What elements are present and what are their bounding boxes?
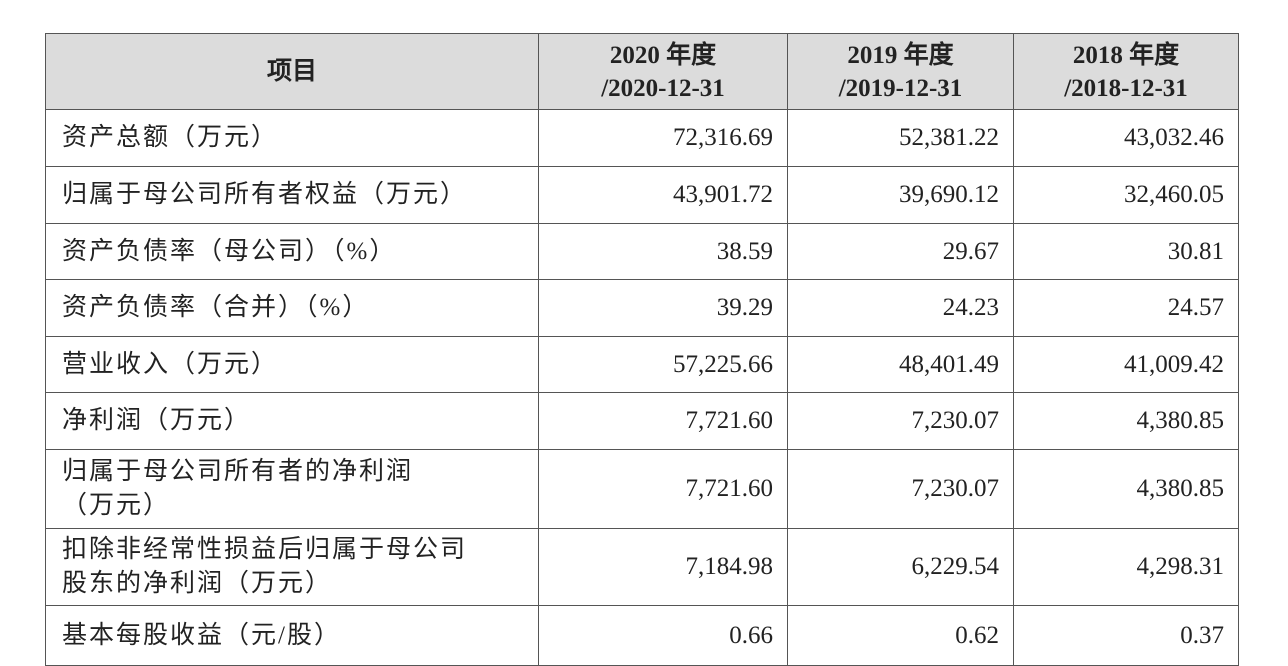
row-label: 基本每股收益（元/股） <box>45 605 539 666</box>
table-row: 资产负债率（母公司）（%） 38.59 29.67 30.81 <box>45 223 1239 280</box>
row-label: 净利润（万元） <box>45 392 539 450</box>
value-cell: 7,721.60 <box>538 449 788 529</box>
value-cell: 29.67 <box>787 223 1014 280</box>
value-cell: 48,401.49 <box>787 336 1014 393</box>
row-label: 归属于母公司所有者的净利润 （万元） <box>45 449 539 529</box>
row-label: 资产总额（万元） <box>45 109 539 167</box>
table-row: 资产负债率（合并）（%） 39.29 24.23 24.57 <box>45 279 1239 337</box>
table-row: 归属于母公司所有者的净利润 （万元） 7,721.60 7,230.07 4,380.… <box>45 449 1239 529</box>
row-label: 资产负债率（合并）（%） <box>45 279 539 337</box>
value-cell: 7,230.07 <box>787 392 1014 450</box>
table-row: 归属于母公司所有者权益（万元） 43,901.72 39,690.12 32,460.… <box>45 166 1239 224</box>
value-cell: 39.29 <box>538 279 788 337</box>
value-cell: 0.37 <box>1013 605 1239 666</box>
table-body: 资产总额（万元） 72,316.69 52,381.22 43,032.46 归属于母公… <box>45 109 1239 666</box>
value-cell: 6,229.54 <box>787 528 1014 606</box>
value-cell: 0.62 <box>787 605 1014 666</box>
header-cell: 2020 年度 /2020-12-31 <box>538 33 788 110</box>
table-row: 资产总额（万元） 72,316.69 52,381.22 43,032.46 <box>45 109 1239 167</box>
value-cell: 4,380.85 <box>1013 449 1239 529</box>
value-cell: 4,298.31 <box>1013 528 1239 606</box>
value-cell: 24.23 <box>787 279 1014 337</box>
value-cell: 30.81 <box>1013 223 1239 280</box>
header-cell: 项目 <box>45 33 539 110</box>
value-cell: 7,230.07 <box>787 449 1014 529</box>
header-cell: 2018 年度 /2018-12-31 <box>1013 33 1239 110</box>
value-cell: 57,225.66 <box>538 336 788 393</box>
financial-table: 项目 2020 年度 /2020-12-31 2019 年度 /2019-12-… <box>45 33 1239 666</box>
table-row: 基本每股收益（元/股） 0.66 0.62 0.37 <box>45 605 1239 666</box>
row-label: 资产负债率（母公司）（%） <box>45 223 539 280</box>
value-cell: 72,316.69 <box>538 109 788 167</box>
value-cell: 0.66 <box>538 605 788 666</box>
value-cell: 39,690.12 <box>787 166 1014 224</box>
value-cell: 52,381.22 <box>787 109 1014 167</box>
value-cell: 43,901.72 <box>538 166 788 224</box>
value-cell: 38.59 <box>538 223 788 280</box>
header-row: 项目 2020 年度 /2020-12-31 2019 年度 /2019-12-… <box>45 33 1239 110</box>
row-label: 营业收入（万元） <box>45 336 539 393</box>
row-label: 扣除非经常性损益后归属于母公司 股东的净利润（万元） <box>45 528 539 606</box>
value-cell: 7,184.98 <box>538 528 788 606</box>
value-cell: 43,032.46 <box>1013 109 1239 167</box>
table-row: 净利润（万元） 7,721.60 7,230.07 4,380.85 <box>45 392 1239 450</box>
value-cell: 4,380.85 <box>1013 392 1239 450</box>
value-cell: 32,460.05 <box>1013 166 1239 224</box>
table-header: 项目 2020 年度 /2020-12-31 2019 年度 /2019-12-… <box>45 33 1239 110</box>
row-label: 归属于母公司所有者权益（万元） <box>45 166 539 224</box>
table-wrap: 项目 2020 年度 /2020-12-31 2019 年度 /2019-12-… <box>45 33 1239 666</box>
value-cell: 24.57 <box>1013 279 1239 337</box>
value-cell: 7,721.60 <box>538 392 788 450</box>
value-cell: 41,009.42 <box>1013 336 1239 393</box>
table-row: 扣除非经常性损益后归属于母公司 股东的净利润（万元） 7,184.98 6,229.… <box>45 528 1239 606</box>
table-row: 营业收入（万元） 57,225.66 48,401.49 41,009.42 <box>45 336 1239 393</box>
header-cell: 2019 年度 /2019-12-31 <box>787 33 1014 110</box>
